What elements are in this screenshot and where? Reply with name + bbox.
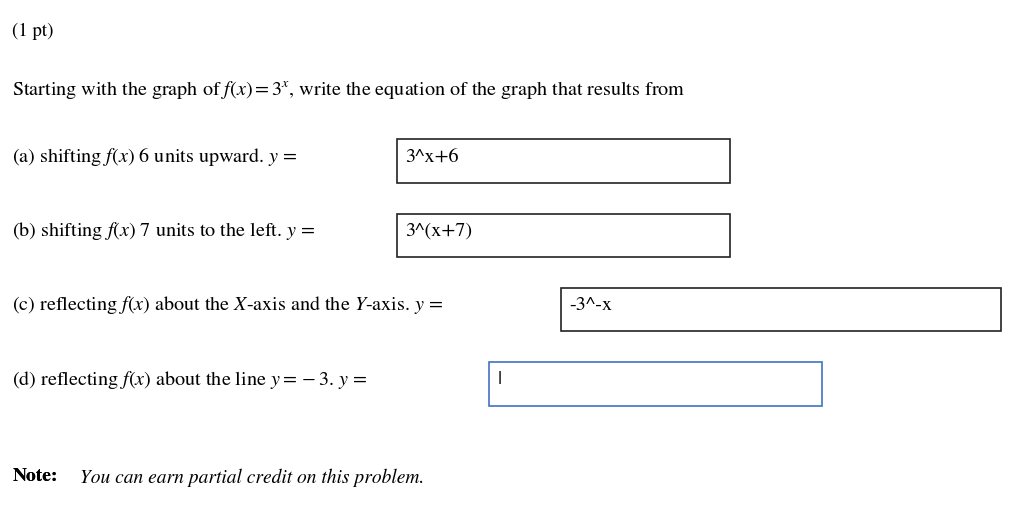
- FancyBboxPatch shape: [397, 214, 730, 257]
- Text: |: |: [498, 371, 502, 388]
- Text: -3^-x: -3^-x: [569, 297, 612, 314]
- Text: Note:: Note:: [12, 468, 57, 485]
- Text: 3^(x+7): 3^(x+7): [406, 223, 473, 240]
- Text: Starting with the graph of $f(x) = 3^x$, write the equation of the graph that re: Starting with the graph of $f(x) = 3^x$,…: [12, 79, 686, 101]
- Text: (a) shifting $f(x)$ $6$ units upward. $y$ =: (a) shifting $f(x)$ $6$ units upward. $y…: [12, 146, 298, 168]
- FancyBboxPatch shape: [397, 139, 730, 183]
- Text: Note:: Note:: [12, 468, 57, 485]
- Text: (d) reflecting $f(x)$ about the line $y = -3$. $y$ =: (d) reflecting $f(x)$ about the line $y …: [12, 369, 368, 391]
- FancyBboxPatch shape: [489, 362, 822, 406]
- Text: You can earn partial credit on this problem.: You can earn partial credit on this prob…: [75, 468, 424, 487]
- Text: (1 pt): (1 pt): [12, 23, 54, 40]
- FancyBboxPatch shape: [561, 288, 1001, 331]
- Text: 3^x+6: 3^x+6: [406, 148, 459, 165]
- Text: (b) shifting $f(x)$ $7$ units to the left. $y$ =: (b) shifting $f(x)$ $7$ units to the lef…: [12, 220, 315, 242]
- Text: (c) reflecting $f(x)$ about the $X$-axis and the $Y$-axis. $y$ =: (c) reflecting $f(x)$ about the $X$-axis…: [12, 294, 443, 316]
